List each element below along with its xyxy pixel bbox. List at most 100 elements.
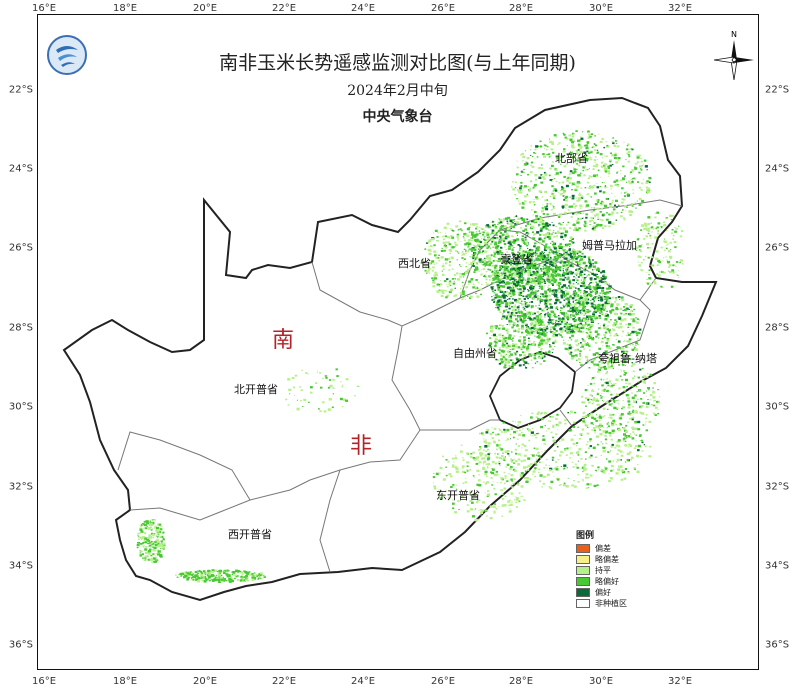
crop-pixel xyxy=(436,283,439,286)
crop-pixel xyxy=(601,307,604,309)
crop-pixel xyxy=(605,327,608,330)
crop-pixel xyxy=(637,444,641,448)
crop-pixel xyxy=(489,243,493,246)
crop-pixel xyxy=(488,258,492,261)
crop-pixel xyxy=(560,232,563,235)
crop-pixel xyxy=(563,175,566,178)
crop-pixel xyxy=(552,212,556,216)
crop-pixel xyxy=(510,295,513,297)
crop-pixel xyxy=(585,343,589,346)
crop-pixel xyxy=(509,219,513,222)
crop-pixel xyxy=(499,265,501,267)
crop-pixel xyxy=(522,241,526,244)
crop-pixel xyxy=(582,412,585,415)
crop-pixel xyxy=(498,241,502,244)
crop-pixel xyxy=(531,220,534,223)
crop-pixel xyxy=(631,396,635,400)
crop-pixel xyxy=(613,180,617,183)
crop-pixel xyxy=(490,286,494,289)
crop-pixel xyxy=(529,259,532,262)
crop-pixel xyxy=(478,226,481,228)
crop-pixel xyxy=(609,312,612,314)
crop-pixel xyxy=(553,459,555,461)
crop-pixel xyxy=(454,278,456,280)
crop-pixel xyxy=(486,240,488,242)
crop-pixel xyxy=(526,195,529,197)
crop-pixel xyxy=(614,195,616,197)
crop-pixel xyxy=(638,197,642,201)
crop-pixel xyxy=(515,443,517,445)
crop-pixel xyxy=(592,315,594,316)
crop-pixel xyxy=(536,328,540,331)
crop-pixel xyxy=(646,376,649,378)
crop-pixel xyxy=(535,215,539,218)
crop-pixel xyxy=(494,267,497,269)
crop-pixel xyxy=(542,208,545,211)
crop-pixel xyxy=(568,205,572,208)
crop-pixel xyxy=(518,255,521,257)
crop-pixel xyxy=(624,365,626,366)
crop-pixel xyxy=(638,328,642,331)
crop-pixel xyxy=(597,304,601,307)
crop-pixel xyxy=(501,252,504,254)
crop-pixel xyxy=(645,395,647,397)
crop-pixel xyxy=(489,261,493,265)
crop-pixel xyxy=(575,324,577,326)
crop-pixel xyxy=(564,254,567,257)
crop-pixel xyxy=(528,201,532,204)
crop-pixel xyxy=(531,318,535,321)
crop-pixel xyxy=(508,247,511,250)
crop-pixel xyxy=(143,546,145,548)
crop-pixel xyxy=(623,358,626,361)
crop-pixel xyxy=(548,294,551,297)
crop-pixel xyxy=(568,331,570,333)
crop-pixel xyxy=(512,289,515,292)
crop-pixel xyxy=(645,417,648,420)
crop-pixel xyxy=(617,346,620,349)
crop-pixel xyxy=(585,473,589,476)
crop-pixel xyxy=(550,322,553,325)
crop-pixel xyxy=(518,321,520,323)
crop-pixel xyxy=(615,444,619,447)
crop-pixel xyxy=(636,454,640,458)
crop-pixel xyxy=(521,152,524,155)
crop-pixel xyxy=(544,190,548,194)
crop-pixel xyxy=(584,308,587,310)
crop-pixel xyxy=(632,189,634,191)
crop-pixel xyxy=(579,363,583,366)
crop-pixel xyxy=(616,171,618,173)
crop-pixel xyxy=(563,133,565,136)
crop-pixel xyxy=(548,351,551,354)
crop-pixel xyxy=(444,246,448,249)
crop-pixel xyxy=(480,283,483,286)
crop-pixel xyxy=(156,538,159,541)
crop-pixel xyxy=(497,273,500,275)
crop-pixel xyxy=(551,331,555,334)
crop-pixel xyxy=(606,287,609,290)
crop-pixel xyxy=(582,282,585,285)
crop-pixel xyxy=(595,156,597,158)
crop-pixel xyxy=(564,422,567,425)
crop-pixel xyxy=(652,396,656,399)
crop-pixel xyxy=(520,217,523,220)
crop-pixel xyxy=(525,254,529,257)
crop-pixel xyxy=(539,275,543,278)
crop-pixel xyxy=(547,289,549,291)
crop-pixel xyxy=(540,227,543,230)
crop-pixel xyxy=(575,344,577,346)
crop-pixel xyxy=(516,215,517,216)
crop-pixel xyxy=(627,421,629,423)
crop-pixel xyxy=(504,225,507,228)
crop-pixel xyxy=(522,290,525,292)
crop-pixel xyxy=(558,325,560,327)
crop-pixel xyxy=(482,233,485,236)
crop-pixel xyxy=(564,448,566,450)
crop-pixel xyxy=(533,327,537,330)
crop-pixel xyxy=(537,266,539,268)
crop-pixel xyxy=(635,317,637,319)
crop-pixel xyxy=(145,538,149,541)
crop-pixel xyxy=(620,459,622,461)
crop-pixel xyxy=(619,375,622,377)
crop-pixel xyxy=(482,466,485,469)
crop-pixel xyxy=(487,448,490,451)
